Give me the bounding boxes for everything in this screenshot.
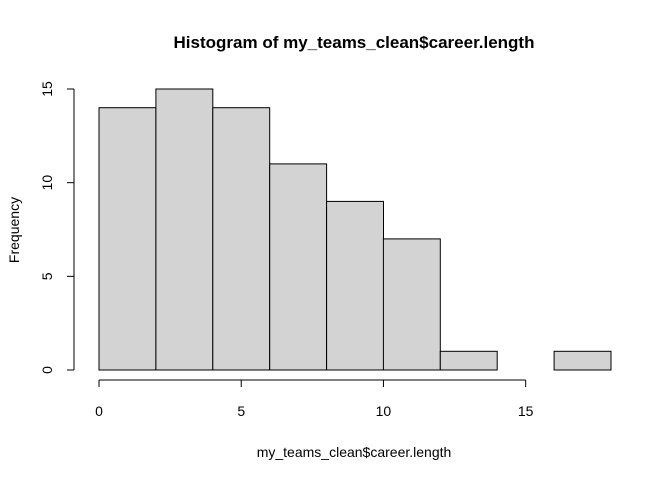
chart-title: Histogram of my_teams_clean$career.lengt… xyxy=(174,33,535,52)
histogram-bar-3 xyxy=(269,163,328,371)
x-tick-label-1: 5 xyxy=(237,403,245,419)
y-axis: 0 5 10 15 xyxy=(39,81,75,374)
y-tick-label-3: 15 xyxy=(39,81,55,97)
x-axis-label: my_teams_clean$career.length xyxy=(257,444,452,460)
histogram-bar-6 xyxy=(439,350,498,371)
y-axis-label: Frequency xyxy=(6,197,22,263)
histogram-bar-4 xyxy=(326,200,385,371)
histogram-bar-5 xyxy=(382,238,441,371)
y-tick-label-1: 5 xyxy=(39,272,55,280)
x-tick-label-3: 15 xyxy=(518,403,534,419)
x-axis: 0 5 10 15 xyxy=(95,379,534,419)
histogram-bar-8 xyxy=(553,350,612,371)
x-tick-label-2: 10 xyxy=(376,403,392,419)
histogram-bar-0 xyxy=(98,107,157,371)
histogram-bar-1 xyxy=(155,88,214,371)
bars-group xyxy=(98,88,612,371)
histogram-bar-2 xyxy=(212,107,271,371)
y-tick-label-0: 0 xyxy=(39,366,55,374)
y-tick-label-2: 10 xyxy=(39,175,55,191)
x-tick-label-0: 0 xyxy=(95,403,103,419)
